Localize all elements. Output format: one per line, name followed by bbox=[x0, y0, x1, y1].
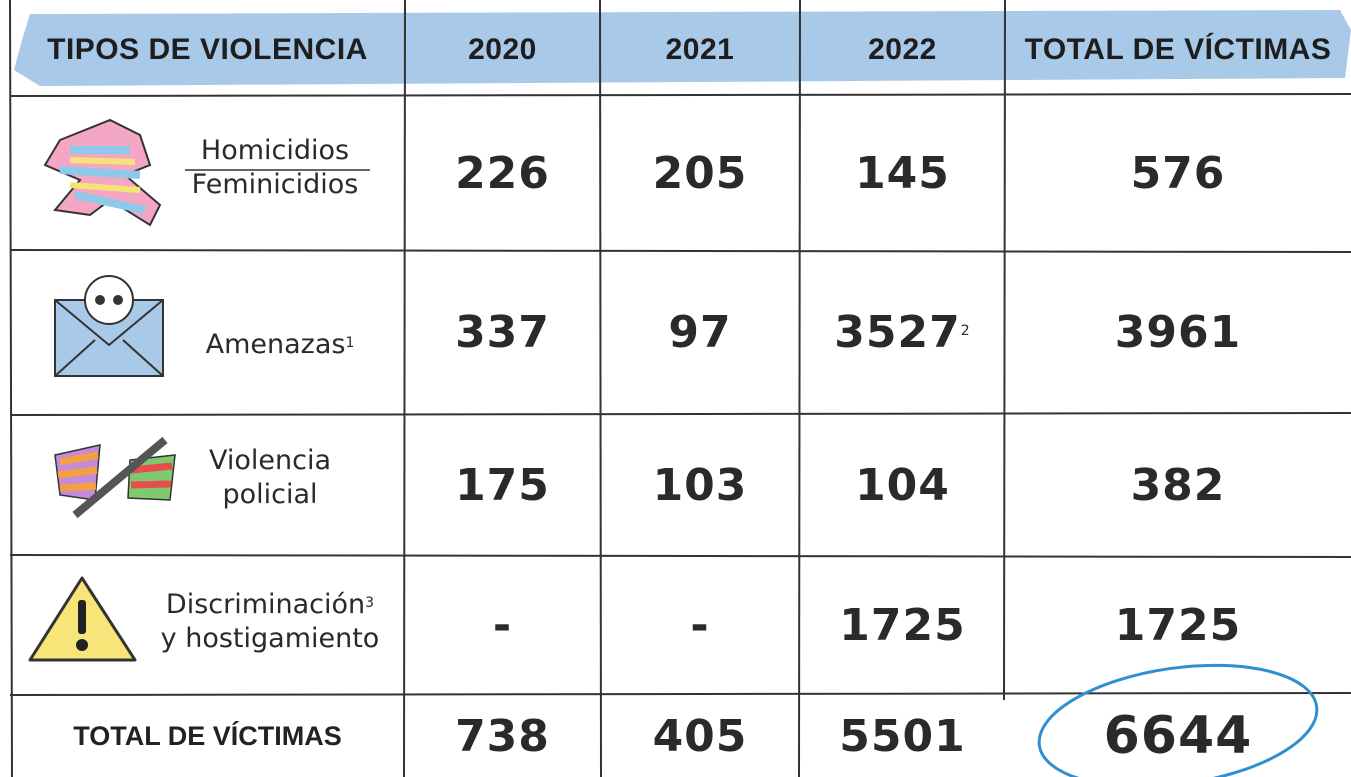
label-line: y hostigamiento bbox=[140, 622, 400, 656]
value-cell: 1725 bbox=[1005, 555, 1351, 695]
value-text: 175 bbox=[455, 460, 550, 511]
value-cell: 97 bbox=[600, 250, 800, 415]
value-text: 3961 bbox=[1115, 307, 1241, 358]
footnote-mark: 2 bbox=[961, 323, 971, 339]
value-text: 103 bbox=[653, 460, 748, 511]
value-text: 1725 bbox=[1115, 600, 1241, 651]
row-label: Amenazas1 bbox=[180, 328, 380, 362]
label-line: policial bbox=[180, 478, 360, 512]
value-cell: - bbox=[405, 555, 600, 695]
row-label: Homicidios Feminicidios bbox=[175, 134, 375, 202]
value-cell: 205 bbox=[600, 96, 800, 250]
header-cell: TIPOS DE VIOLENCIA bbox=[10, 14, 405, 86]
value-cell: 226 bbox=[405, 96, 600, 250]
value-text: - bbox=[690, 600, 709, 651]
value-cell: 145 bbox=[800, 96, 1005, 250]
header-cell: 2020 bbox=[405, 14, 600, 86]
table-infographic: TIPOS DE VIOLENCIA 2020 2021 2022 TOTAL … bbox=[0, 0, 1351, 777]
value-text: - bbox=[493, 600, 512, 651]
label-line: Violencia bbox=[180, 444, 360, 478]
label-line: Discriminación bbox=[166, 589, 365, 620]
value-cell: 3961 bbox=[1005, 250, 1351, 415]
value-cell: 104 bbox=[800, 415, 1005, 555]
value-cell: 382 bbox=[1005, 415, 1351, 555]
value-text: 576 bbox=[1131, 148, 1226, 199]
header-cell: 2022 bbox=[800, 14, 1005, 86]
label-line: Amenazas bbox=[206, 329, 346, 360]
footnote-mark: 3 bbox=[365, 595, 374, 611]
row-label: Violencia policial bbox=[180, 444, 360, 512]
total-label: TOTAL DE VÍCTIMAS bbox=[10, 695, 405, 777]
total-cell: 405 bbox=[600, 695, 800, 777]
value-cell: 1725 bbox=[800, 555, 1005, 695]
value-cell: - bbox=[600, 555, 800, 695]
row-label: Discriminación3 y hostigamiento bbox=[140, 588, 400, 656]
value-cell: 175 bbox=[405, 415, 600, 555]
value-text: 145 bbox=[855, 148, 950, 199]
footnote-mark: 1 bbox=[345, 335, 354, 351]
total-cell: 5501 bbox=[800, 695, 1005, 777]
icon-warning bbox=[30, 578, 135, 660]
value-text: 3527 bbox=[834, 307, 960, 358]
value-text: 337 bbox=[455, 307, 550, 358]
value-cell: 337 bbox=[405, 250, 600, 415]
header-cell: TOTAL DE VÍCTIMAS bbox=[1005, 14, 1351, 86]
value-text: 382 bbox=[1131, 460, 1226, 511]
value-text: 97 bbox=[668, 307, 731, 358]
value-cell: 576 bbox=[1005, 96, 1351, 250]
value-text: 226 bbox=[455, 148, 550, 199]
value-text: 104 bbox=[855, 460, 950, 511]
header-cell: 2021 bbox=[600, 14, 800, 86]
total-cell: 6644 bbox=[1005, 695, 1351, 777]
value-cell: 103 bbox=[600, 415, 800, 555]
label-line: Homicidios bbox=[175, 134, 375, 168]
icon-police bbox=[55, 440, 175, 515]
icon-threat bbox=[55, 276, 163, 376]
label-line: Feminicidios bbox=[175, 168, 375, 202]
value-text: 1725 bbox=[839, 600, 965, 651]
value-text: 205 bbox=[653, 148, 748, 199]
total-cell: 738 bbox=[405, 695, 600, 777]
